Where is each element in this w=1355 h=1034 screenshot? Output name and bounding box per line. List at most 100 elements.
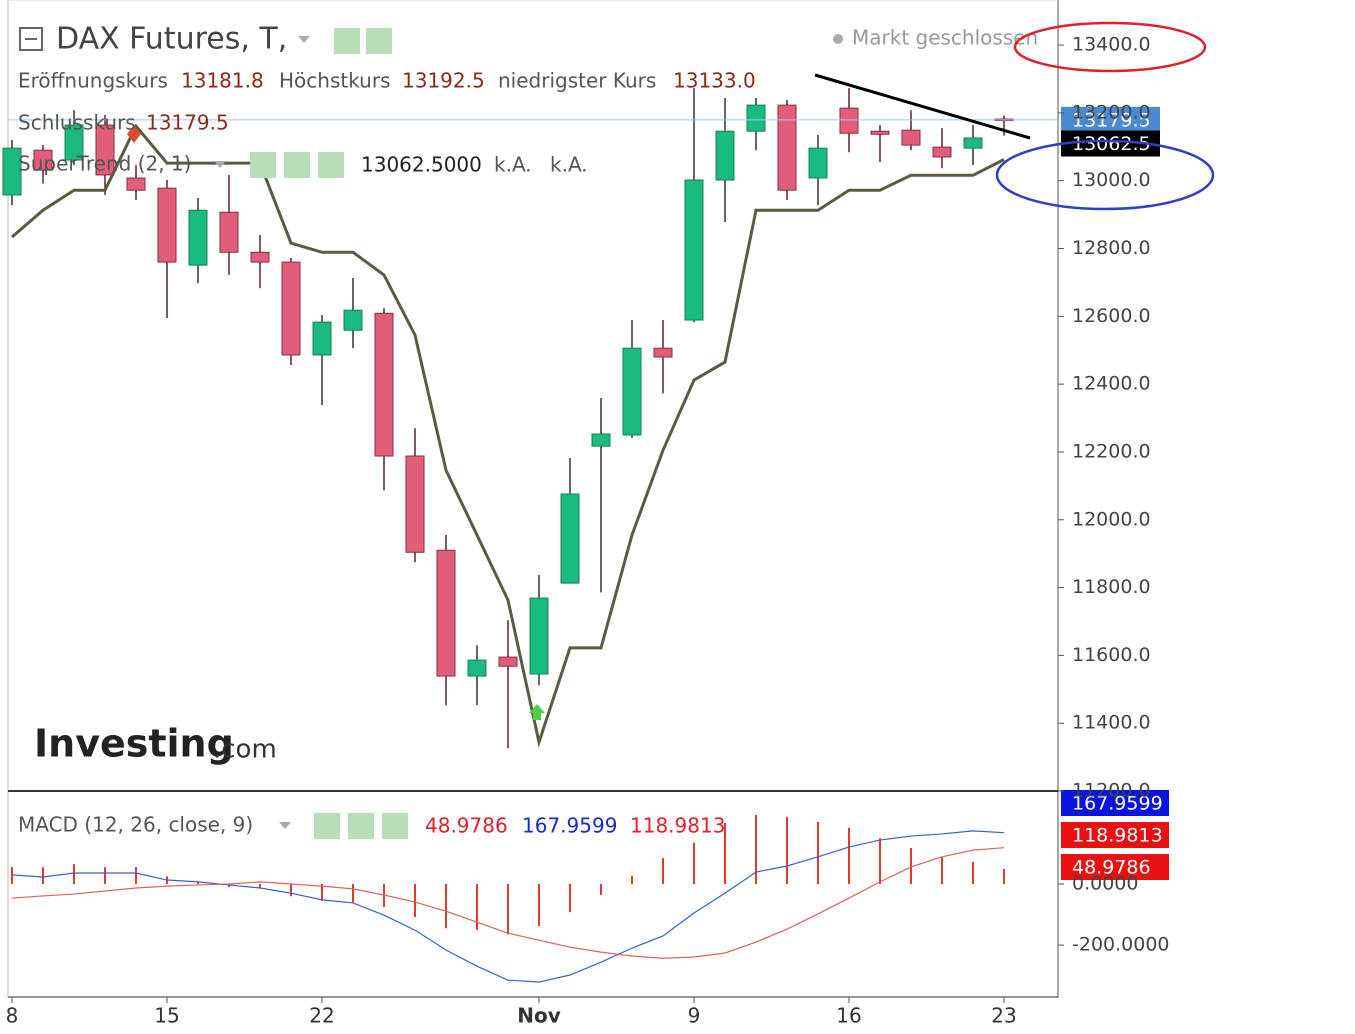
settings-icon[interactable] — [284, 152, 310, 178]
y-tick-label: 12200.0 — [1072, 440, 1151, 462]
candle-body — [188, 209, 208, 266]
y-tick-label: 13000.0 — [1072, 169, 1151, 191]
x-tick-label: 16 — [836, 1004, 861, 1028]
y-tick-label: 11600.0 — [1072, 644, 1151, 666]
candle-body — [560, 493, 580, 584]
eye-icon[interactable] — [334, 28, 360, 54]
candle-body — [312, 321, 332, 356]
y-tick-label: 12800.0 — [1072, 237, 1151, 259]
price-label: 48.9786 — [1072, 857, 1151, 879]
candle-body — [343, 309, 363, 331]
dropdown-arrow[interactable] — [298, 36, 310, 43]
y-tick-label: 11400.0 — [1072, 712, 1151, 734]
y-tick-label: 11800.0 — [1072, 576, 1151, 598]
y-tick-label: 0.0000 — [1072, 873, 1138, 895]
eye-icon[interactable] — [250, 152, 276, 178]
indicator-value: k.A. — [494, 153, 532, 177]
highlight-ellipse — [1013, 21, 1207, 73]
candle-body — [808, 147, 828, 179]
remove-icon[interactable] — [318, 152, 344, 178]
macd-line — [11, 830, 1005, 983]
candle-body — [157, 187, 177, 263]
candle-body — [374, 312, 394, 457]
ohlc-label: Höchstkurs — [279, 69, 391, 93]
logo: Investing — [34, 722, 234, 766]
settings-icon[interactable] — [348, 813, 374, 839]
y-tick-label: 12400.0 — [1072, 373, 1151, 395]
x-tick-label: Nov — [517, 1004, 561, 1028]
candle-body — [529, 597, 549, 675]
x-tick-label: 22 — [309, 1004, 334, 1028]
candle-body — [715, 130, 735, 181]
macd-line — [11, 847, 1005, 959]
y-tick-label: -200.0000 — [1072, 934, 1170, 956]
x-tick-label: 15 — [154, 1004, 179, 1028]
market-status: Markt geschlossen — [852, 26, 1038, 50]
macd-value: 118.9813 — [630, 814, 725, 838]
y-tick-label: 13200.0 — [1072, 101, 1151, 123]
remove-icon[interactable] — [382, 813, 408, 839]
y-tick-label: 11200.0 — [1072, 780, 1151, 802]
candle-body — [2, 147, 22, 196]
macd-title: MACD (12, 26, close, 9) — [18, 813, 253, 837]
candle-body — [963, 137, 983, 149]
logo: .com — [213, 735, 277, 765]
price-label: 13179.5 — [1072, 109, 1151, 131]
ohlc-value: 13181.8 — [181, 69, 264, 93]
dropdown-arrow[interactable] — [214, 161, 226, 168]
indicator-name: SuperTrend (2, 1) — [18, 152, 191, 176]
supertrend-line — [11, 123, 1005, 748]
y-tick-label: 12600.0 — [1072, 305, 1151, 327]
candle-body — [405, 455, 425, 553]
candle-body — [467, 659, 487, 677]
price-label-box — [1061, 822, 1169, 848]
candle-body — [684, 179, 704, 321]
x-tick-label: 23 — [991, 1004, 1016, 1028]
candle-body — [64, 124, 84, 161]
candle-body — [498, 656, 518, 667]
sell-signal — [127, 125, 141, 143]
macd-value: 48.9786 — [425, 814, 508, 838]
highlight-ellipse — [995, 139, 1215, 211]
candle-body — [622, 347, 642, 436]
x-tick-label: 8 — [6, 1004, 19, 1028]
candle-body — [250, 251, 270, 263]
chart-title: DAX Futures, T, — [56, 22, 287, 57]
price-label: 167.9599 — [1072, 793, 1163, 815]
eye-icon[interactable] — [314, 813, 340, 839]
candle-body — [591, 433, 611, 447]
price-label-box — [1061, 106, 1160, 133]
candle-body — [839, 107, 859, 134]
trend-line — [814, 73, 1031, 140]
price-label-box — [1061, 790, 1169, 816]
ohlc-label: Eröffnungskurs — [18, 69, 168, 93]
y-tick-label: 13400.0 — [1072, 34, 1151, 56]
candle-body — [219, 211, 239, 253]
candle-body — [95, 124, 115, 176]
macd-value: 167.9599 — [522, 814, 617, 838]
settings-icon[interactable] — [366, 28, 392, 54]
status-dot — [833, 34, 843, 44]
indicator-value: k.A. — [550, 153, 588, 177]
y-tick-label: 12000.0 — [1072, 508, 1151, 530]
candle-body — [746, 104, 766, 132]
collapse-icon[interactable] — [19, 27, 43, 51]
candle-body — [932, 146, 952, 158]
x-tick-label: 9 — [688, 1004, 701, 1028]
candle-body — [870, 130, 890, 135]
ohlc-value: 13133.0 — [673, 69, 756, 93]
price-label: 13062.5 — [1072, 133, 1151, 155]
candle-body — [777, 104, 797, 191]
dropdown-arrow[interactable] — [279, 822, 291, 829]
candle-body — [436, 549, 456, 677]
candle-body — [281, 261, 301, 356]
ohlc-label: Schlusskurs — [18, 111, 136, 135]
plot-area — [2, 88, 1058, 983]
candle-body — [901, 129, 921, 146]
buy-signal — [529, 704, 545, 720]
price-label: 118.9813 — [1072, 825, 1163, 847]
candle-body — [653, 347, 673, 358]
